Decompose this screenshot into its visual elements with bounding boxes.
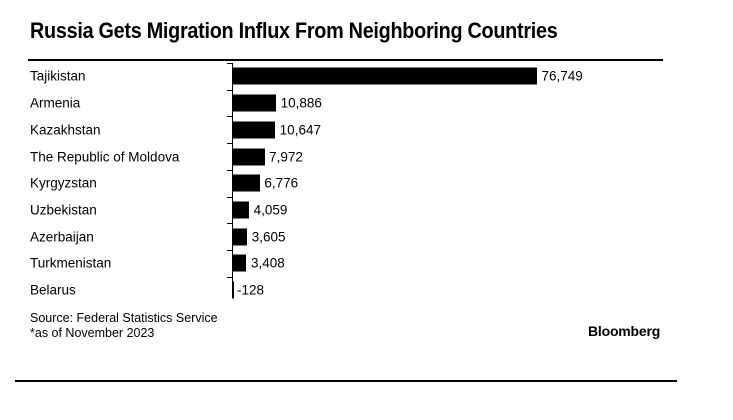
- bar: [233, 67, 537, 85]
- bar-row: Azerbaijan 3,605: [0, 223, 733, 250]
- bar-row: Turkmenistan 3,408: [0, 250, 733, 277]
- axis-tick: [227, 63, 232, 64]
- value-label: 4,059: [253, 202, 288, 218]
- axis-tick: [227, 276, 232, 278]
- axis-tick: [227, 223, 232, 225]
- bar-row: Armenia 10,886: [0, 90, 733, 117]
- axis-tick: [227, 196, 232, 198]
- bar-row: Belarus -128: [0, 277, 733, 304]
- bar: [233, 148, 265, 166]
- value-label: 6,776: [264, 175, 299, 191]
- value-label: 76,749: [541, 68, 583, 84]
- value-label: 7,972: [269, 149, 303, 165]
- bar: [233, 254, 247, 272]
- axis-tick: [227, 89, 232, 91]
- bar-row: Kazakhstan 10,647: [0, 116, 733, 143]
- source-line: Source: Federal Statistics Service: [30, 311, 218, 325]
- source-note: Source: Federal Statistics Service *as o…: [30, 311, 218, 340]
- bar-row: Uzbekistan 4,059: [0, 197, 733, 224]
- top-rule: [28, 59, 663, 61]
- value-label: 10,647: [279, 122, 321, 138]
- bar-row: Kyrgyzstan 6,776: [0, 170, 733, 197]
- bar: [233, 228, 248, 246]
- value-label: 10,886: [280, 95, 322, 111]
- category-label: Kazakhstan: [30, 122, 101, 138]
- bar: [232, 281, 234, 299]
- value-label: -128: [237, 282, 265, 298]
- axis-tick: [227, 250, 232, 252]
- category-label: Tajikistan: [30, 68, 86, 84]
- category-label: Azerbaijan: [30, 229, 94, 245]
- axis-tick: [227, 169, 232, 171]
- category-label: The Republic of Moldova: [30, 149, 180, 165]
- bar-chart-plot: Tajikistan 76,749 Armenia 10,886 Kazakhs…: [0, 63, 733, 304]
- category-label: Armenia: [30, 95, 81, 111]
- bottom-rule: [15, 380, 677, 382]
- asof-line: *as of November 2023: [30, 325, 155, 340]
- category-label: Belarus: [30, 282, 76, 298]
- category-label: Turkmenistan: [30, 255, 112, 271]
- value-label: 3,605: [251, 229, 286, 245]
- bar-row: Tajikistan 76,749: [0, 63, 733, 90]
- axis-baseline: [232, 63, 233, 294]
- category-label: Kyrgyzstan: [30, 175, 97, 191]
- bar: [233, 201, 250, 219]
- bloomberg-logo: Bloomberg: [588, 323, 661, 339]
- value-label: 3,408: [250, 255, 285, 271]
- bar-row: The Republic of Moldova 7,972: [0, 143, 733, 170]
- bar: [233, 174, 260, 192]
- category-label: Uzbekistan: [30, 202, 97, 218]
- chart-title: Russia Gets Migration Influx From Neighb…: [30, 18, 558, 43]
- bar: [233, 94, 277, 112]
- axis-tick: [227, 116, 232, 118]
- bar: [233, 121, 276, 139]
- axis-tick: [227, 143, 232, 145]
